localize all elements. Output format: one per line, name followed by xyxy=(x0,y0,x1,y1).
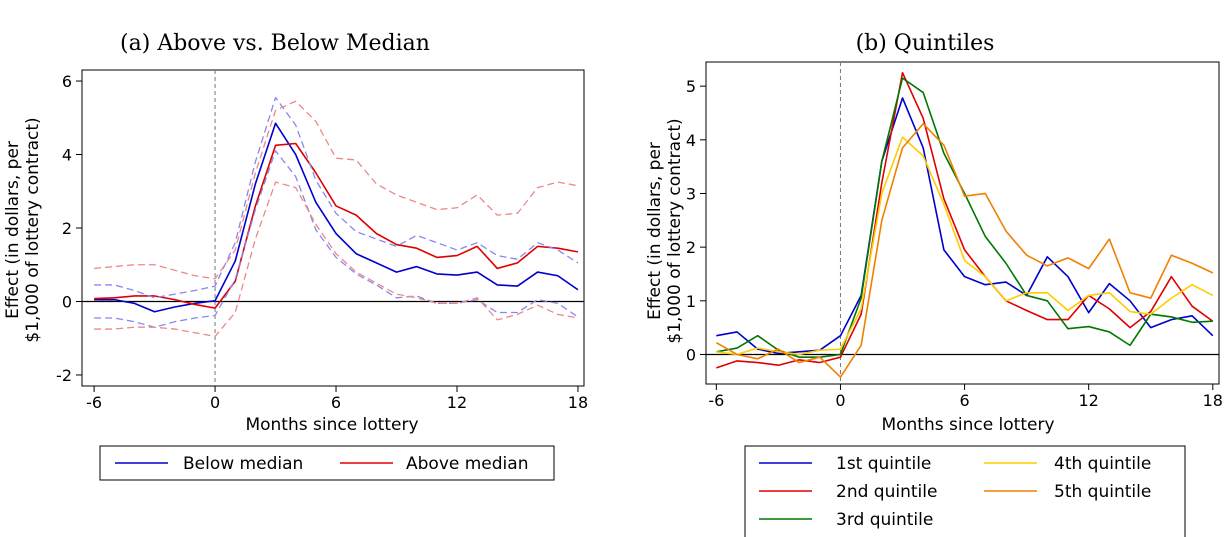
panel-a-xtick-label: 0 xyxy=(210,393,220,412)
panel-b-series-1st-quintile xyxy=(716,97,1214,355)
panel-b-xtick-label: -6 xyxy=(708,391,724,410)
panel-b-xlabel: Months since lottery xyxy=(881,415,1054,435)
legend-label-q4: 4th quintile xyxy=(1054,454,1151,474)
panel-a-xlabel: Months since lottery xyxy=(245,415,418,435)
panel-a-ytick-label: 6 xyxy=(62,72,72,91)
legend-label-q5: 5th quintile xyxy=(1054,482,1151,502)
panel-a-legend-box xyxy=(99,445,555,481)
panel-b-series-3rd-quintile xyxy=(716,77,1213,358)
panel-a-series-above-median-ci-lower xyxy=(94,181,579,338)
panel-b-series-4th-quintile xyxy=(716,136,1214,356)
panel-b-ytick-label: 1 xyxy=(686,292,696,311)
panel-a-xtick-label: -6 xyxy=(86,393,102,412)
legend-label-q2: 2nd quintile xyxy=(836,482,937,502)
panel-a-series-above-median xyxy=(94,142,579,309)
panel-a: (a) Above vs. Below Median -6 0 6 12 18 -2 0 2 4… xyxy=(3,31,588,481)
panel-b-legend-box xyxy=(744,445,1186,537)
panel-b-ytick-label: 0 xyxy=(686,345,696,364)
panel-b-series-5th-quintile xyxy=(715,122,1214,378)
panel-a-series-below-median-ci-upper xyxy=(94,96,579,299)
panel-a-legend: Below median Above median xyxy=(99,445,555,481)
panel-b-title: (b) Quintiles xyxy=(856,31,995,56)
panel-b-ytick-label: 5 xyxy=(686,77,696,96)
panel-b-ylabel-line1: Effect (in dollars, per xyxy=(645,142,665,320)
panel-b-xtick-label: 18 xyxy=(1203,391,1223,410)
panel-a-ytick-label: 2 xyxy=(62,219,72,238)
panel-a-series-below-median-ci-lower xyxy=(94,150,579,328)
panel-b-plot-frame xyxy=(705,61,1220,385)
panel-b-ylabel-line2: $1,000 of lottery contract) xyxy=(665,118,685,343)
panel-b-ytick-label: 2 xyxy=(686,238,696,257)
panel-a-xtick-label: 6 xyxy=(331,393,341,412)
panel-a-ylabel-line1: Effect (in dollars, per xyxy=(3,141,23,319)
panel-a-ytick-label: -2 xyxy=(56,366,72,385)
panel-a-title: (a) Above vs. Below Median xyxy=(120,31,430,56)
panel-b-ytick-label: 3 xyxy=(686,184,696,203)
panel-a-xtick-label: 12 xyxy=(447,393,467,412)
legend-label-q1: 1st quintile xyxy=(836,454,931,474)
panel-b-xtick-label: 12 xyxy=(1079,391,1099,410)
legend-label-q3: 3rd quintile xyxy=(836,510,933,530)
legend-label-below-median: Below median xyxy=(183,454,303,474)
panel-b-series-2nd-quintile xyxy=(716,71,1214,369)
panel-a-ytick-label: 0 xyxy=(62,292,72,311)
panel-b-xtick-label: 6 xyxy=(959,391,969,410)
panel-a-ytick-label: 4 xyxy=(62,146,72,165)
panel-b-legend: 1st quintile 2nd quintile 3rd quintile 4… xyxy=(744,445,1186,537)
panel-a-ylabel-line2: $1,000 of lottery contract) xyxy=(23,117,43,342)
panel-a-series-below-median xyxy=(94,122,579,313)
panel-b-ytick-label: 4 xyxy=(686,131,696,150)
panel-a-series-above-median-ci-upper xyxy=(94,100,579,280)
legend-label-above-median: Above median xyxy=(406,454,528,474)
panel-a-xtick-label: 18 xyxy=(568,393,588,412)
panel-b-xtick-label: 0 xyxy=(835,391,845,410)
